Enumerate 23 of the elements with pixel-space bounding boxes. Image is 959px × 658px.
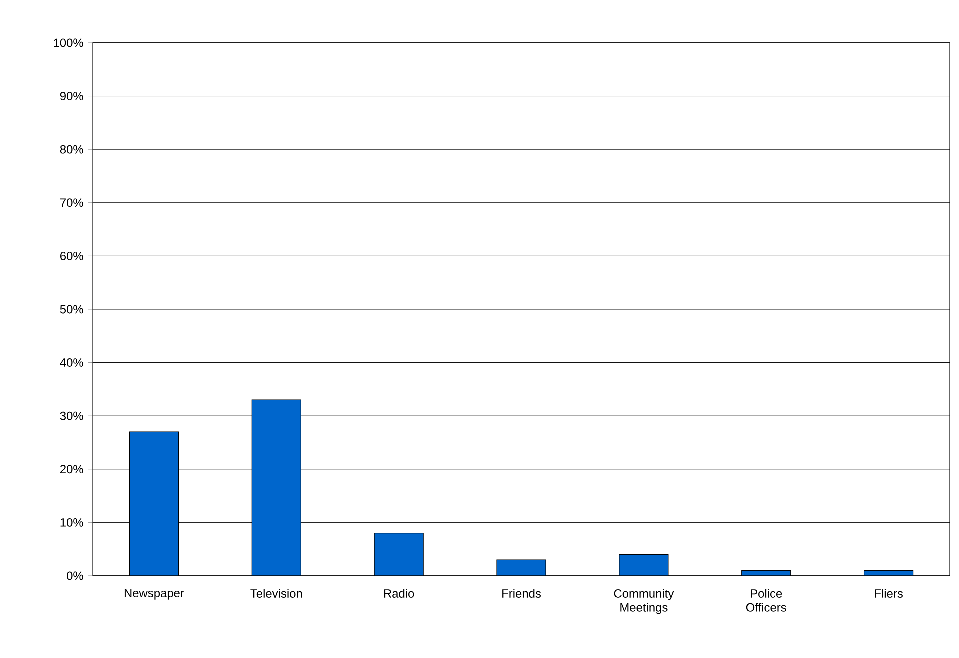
- y-tick-label: 10%: [60, 518, 84, 527]
- bar: [252, 400, 302, 576]
- x-tick-label: Television: [250, 589, 302, 598]
- y-tick-label: 60%: [60, 252, 84, 260]
- x-tick-label: Friends: [502, 589, 542, 598]
- bar: [129, 432, 180, 576]
- y-tick-label: 70%: [60, 198, 84, 208]
- x-tick-label: Fliers: [875, 589, 903, 598]
- bar: [374, 533, 424, 576]
- x-tick-label: Community Meetings: [614, 589, 674, 614]
- y-tick-label: 30%: [60, 412, 84, 420]
- bar: [619, 554, 669, 576]
- y-tick-label: 100%: [54, 38, 84, 48]
- y-tick-label: 80%: [60, 145, 84, 154]
- x-tick-label: Newspaper: [124, 589, 184, 600]
- y-tick-label: 50%: [60, 305, 84, 314]
- y-tick-label: 40%: [60, 358, 84, 368]
- bar: [496, 560, 546, 576]
- x-tick-label: Police Officers: [746, 589, 786, 612]
- x-tick-label: Radio: [384, 589, 414, 598]
- y-tick-label: 20%: [60, 465, 84, 474]
- y-tick-label: 90%: [60, 92, 84, 101]
- y-tick-label: 0%: [67, 572, 84, 580]
